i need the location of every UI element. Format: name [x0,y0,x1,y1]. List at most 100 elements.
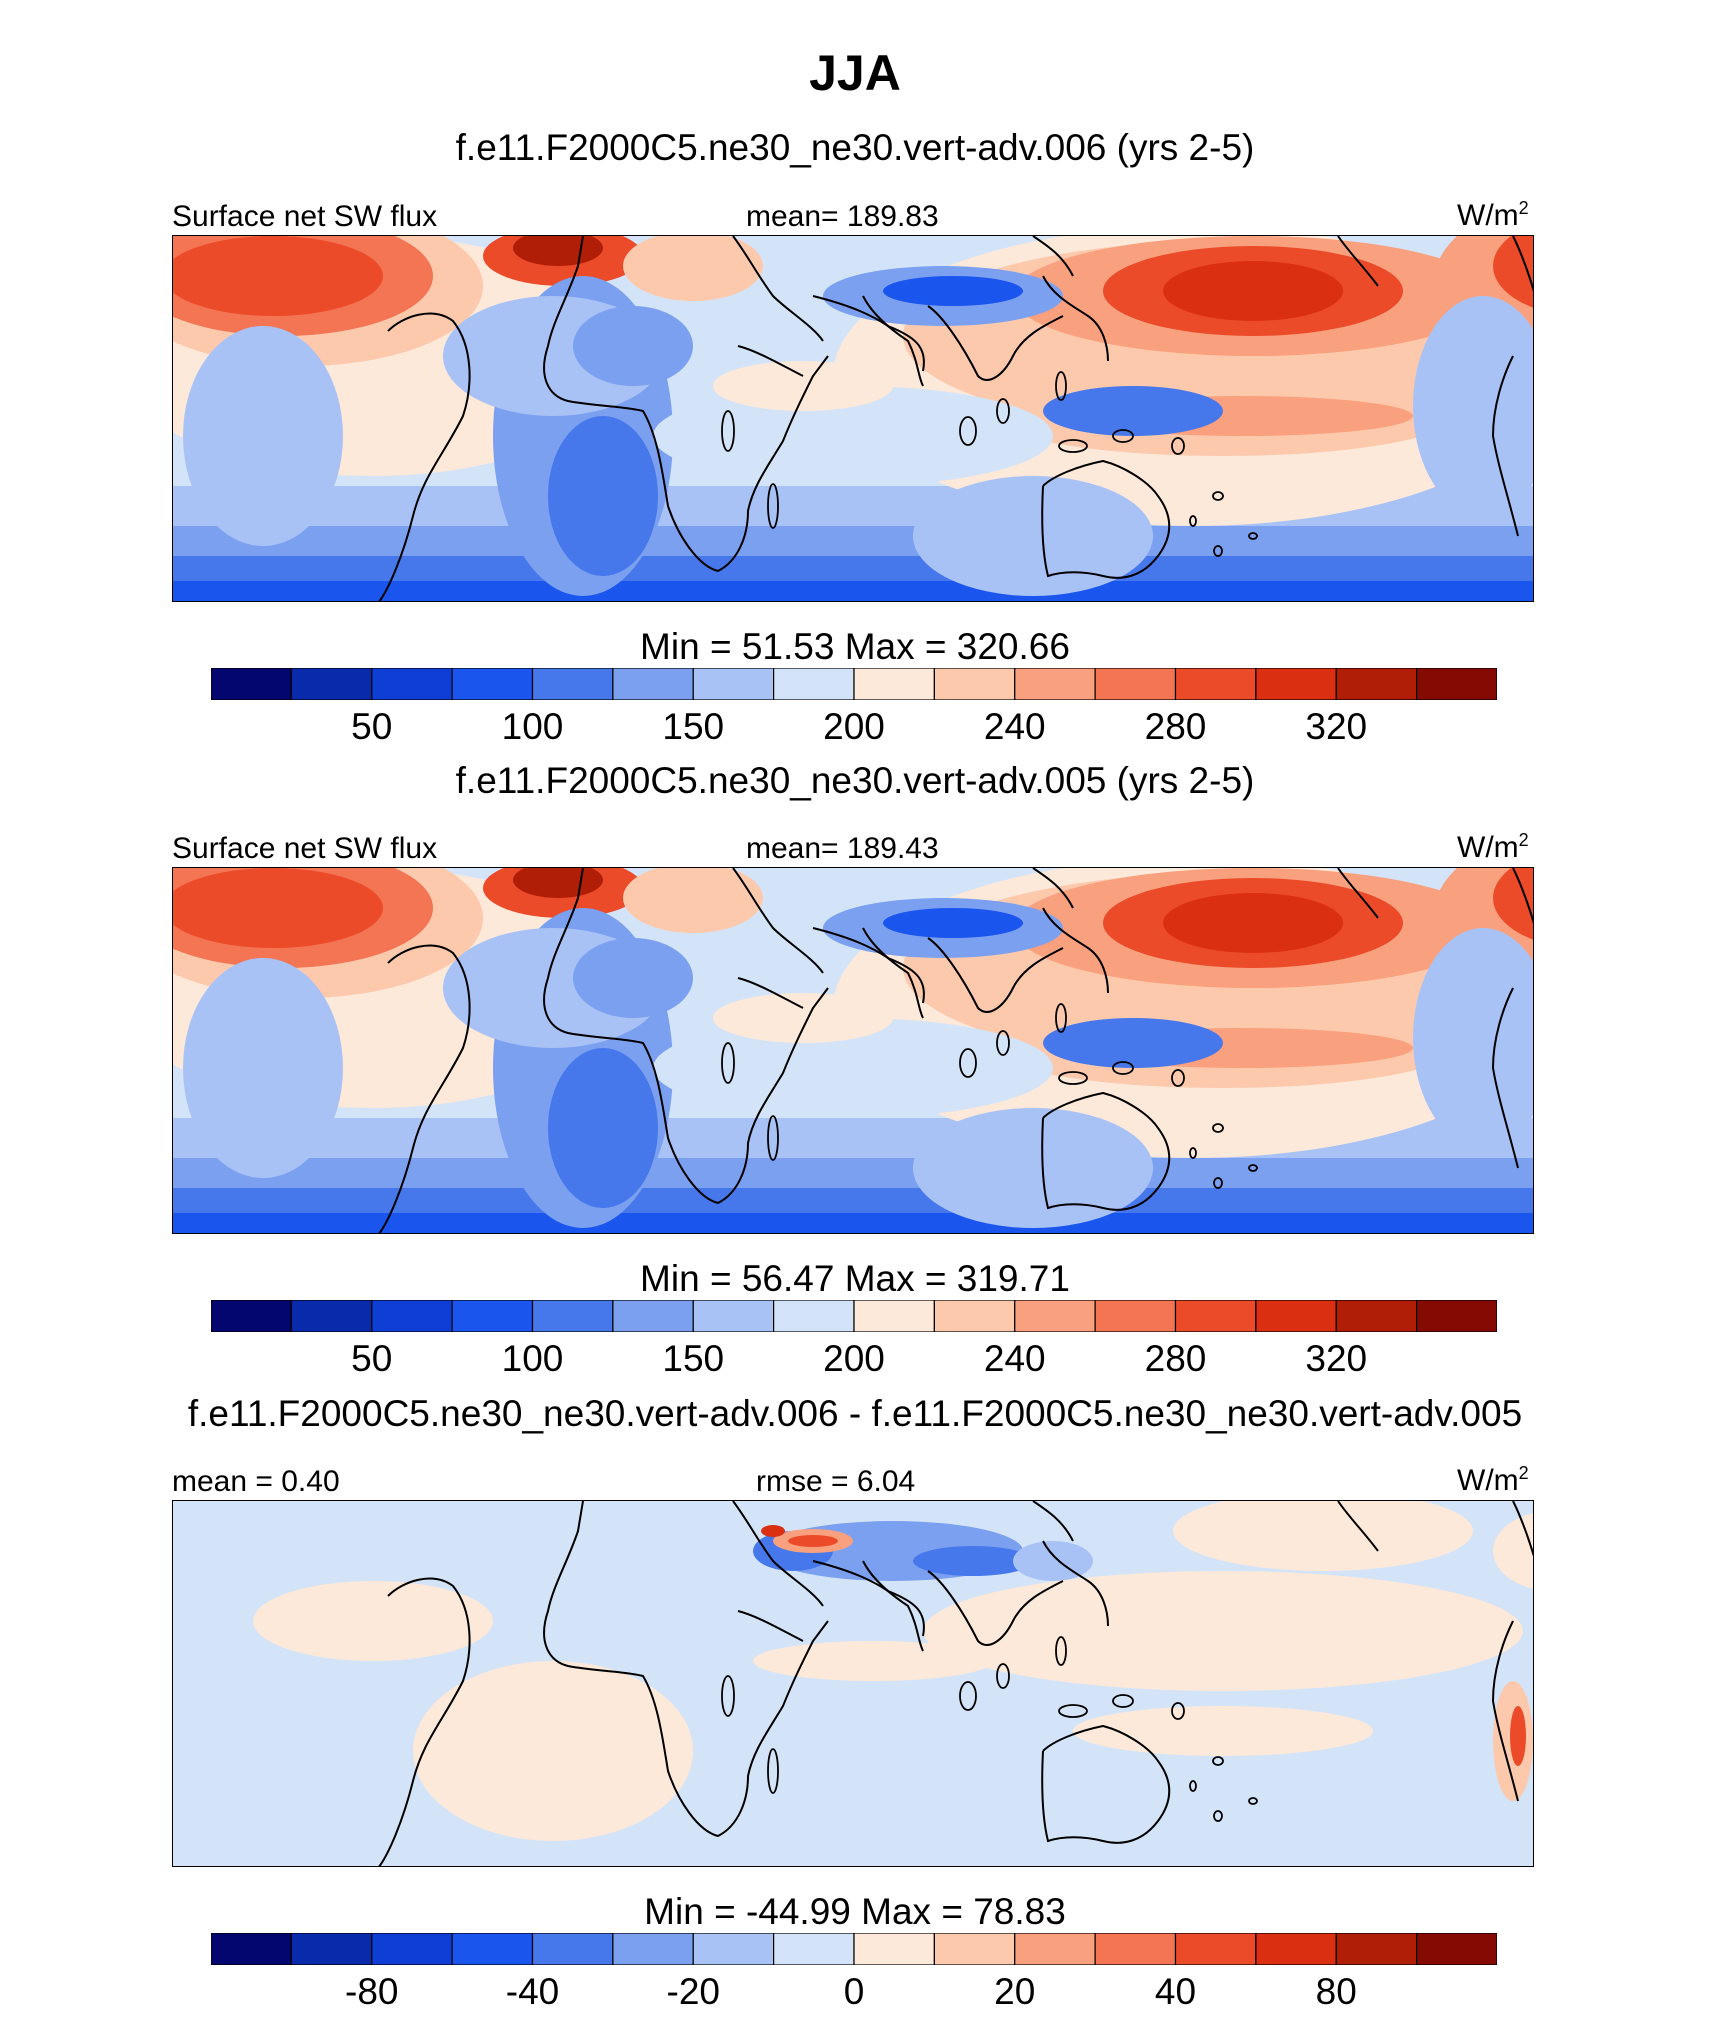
coastline [543,868,829,1205]
field-contour [713,361,893,411]
minmax-label-3: Min = -44.99 Max = 78.83 [644,1891,1066,1932]
colorbar-swatch [290,667,373,701]
colorbar-tick-label: 0 [843,1971,865,2012]
coastline [543,236,829,573]
colorbar-tick-label: 200 [823,706,885,747]
colorbar-swatch [1255,1932,1337,1966]
island-outline [1189,1147,1197,1159]
colorbar-swatch [1174,1299,1257,1333]
field-contour [713,993,893,1043]
island-outline [1058,1704,1088,1718]
colorbar-swatch [1094,1299,1177,1333]
island-outline [996,398,1010,424]
coastline [1512,1501,1533,1557]
field-contour [513,868,603,898]
colorbar-swatch [933,667,1016,701]
colorbar-svg [210,667,1498,701]
colorbar-tick-label: 80 [1315,1971,1357,2012]
figure-title: JJA [809,45,901,101]
colorbar-swatch [290,1932,373,1966]
case-title-2: f.e11.F2000C5.ne30_ne30.vert-adv.005 (yr… [455,760,1255,801]
coastline [1337,236,1379,287]
colorbar-tick-label: 320 [1305,706,1368,747]
island-outline [996,1663,1010,1689]
field-contour [1413,928,1533,1148]
colorbar-swatch [773,667,855,701]
colorbar-tick-label: 100 [501,1338,564,1379]
island-outline [1058,1071,1088,1085]
coastline [732,1501,824,1607]
colorbar-swatch [612,1932,694,1966]
field-contour [548,416,658,576]
colorbar-tick-label: 20 [994,1971,1036,2012]
field-contour [1493,236,1533,308]
coastline [1042,1540,1109,1627]
colorbar-tick-label: 150 [662,706,725,747]
case-title-3: f.e11.F2000C5.ne30_ne30.vert-adv.006 - f… [187,1393,1523,1434]
coastline [1512,868,1533,924]
colorbar-swatch [371,1932,453,1966]
island-outline [1171,1069,1185,1087]
colorbar-swatch [853,1932,935,1966]
colorbar-tick-label: 320 [1305,1338,1368,1379]
field-contour [623,868,763,933]
island-outline [1112,429,1134,443]
island-outline [1213,545,1223,557]
colorbar-tick-label: 40 [1154,1971,1197,2012]
field-contour [913,1108,1153,1228]
field-contour [513,236,603,266]
coastline [543,1501,829,1838]
island-outline [1248,1164,1258,1172]
colorbar-svg [210,1932,1498,1966]
island-outline [959,1681,977,1711]
colorbar-swatch [1014,1299,1096,1333]
field-contour [1043,1018,1223,1068]
map-panel-2 [172,867,1534,1234]
coastline [732,236,824,342]
colorbar-tick-label: -40 [505,1971,560,2012]
field-contour [253,1581,493,1661]
colorbar-ticks-3: -80 -40 -20 0 20 40 80 [211,1971,1497,2012]
colorbar-swatch [1094,667,1177,701]
case-title-1: f.e11.F2000C5.ne30_ne30.vert-adv.006 (yr… [455,127,1255,168]
colorbar-swatch [1174,1932,1257,1966]
island-outline [1171,437,1185,455]
island-outline [767,1748,779,1794]
island-outline [1055,1636,1067,1666]
colorbar-swatch [1416,1299,1498,1333]
island-outline [959,416,977,446]
colorbar-swatch [933,1299,1016,1333]
coastline [1041,1091,1171,1211]
field-contour [1413,296,1533,516]
colorbar-swatch [531,1932,614,1966]
field-contour [1163,893,1343,953]
colorbar-swatch [1416,1932,1498,1966]
coastline [1041,1724,1171,1844]
coastline [378,1577,471,1866]
coastline [732,868,824,974]
minmax-label-2: Min = 56.47 Max = 319.71 [640,1258,1070,1299]
island-outline [1055,371,1067,401]
island-outline [959,1048,977,1078]
field-contour [623,236,763,301]
colorbar-3 [210,1932,1498,1966]
coastline [1337,868,1379,919]
colorbar-tick-label: 280 [1144,706,1207,747]
island-outline [1248,1797,1258,1805]
field-contour [913,476,1153,596]
field-contour [173,868,383,948]
colorbar-2 [210,1299,1498,1333]
island-outline [1213,1810,1223,1822]
colorbar-tick-label: 100 [501,706,564,747]
field-contour [1493,868,1533,940]
variable-label-2: Surface net SW flux [172,832,438,865]
colorbar-swatch [371,1299,453,1333]
island-outline [721,1042,735,1084]
field-contour [653,1018,1053,1118]
mean-label-1: mean= 189.83 [746,200,939,233]
field-contour [913,1546,1033,1576]
colorbar-ticks-1: 50 100 150 200 240 280 320 [211,706,1497,747]
island-outline [996,1030,1010,1056]
colorbar-swatch [1174,667,1257,701]
colorbar-swatch [451,667,534,701]
